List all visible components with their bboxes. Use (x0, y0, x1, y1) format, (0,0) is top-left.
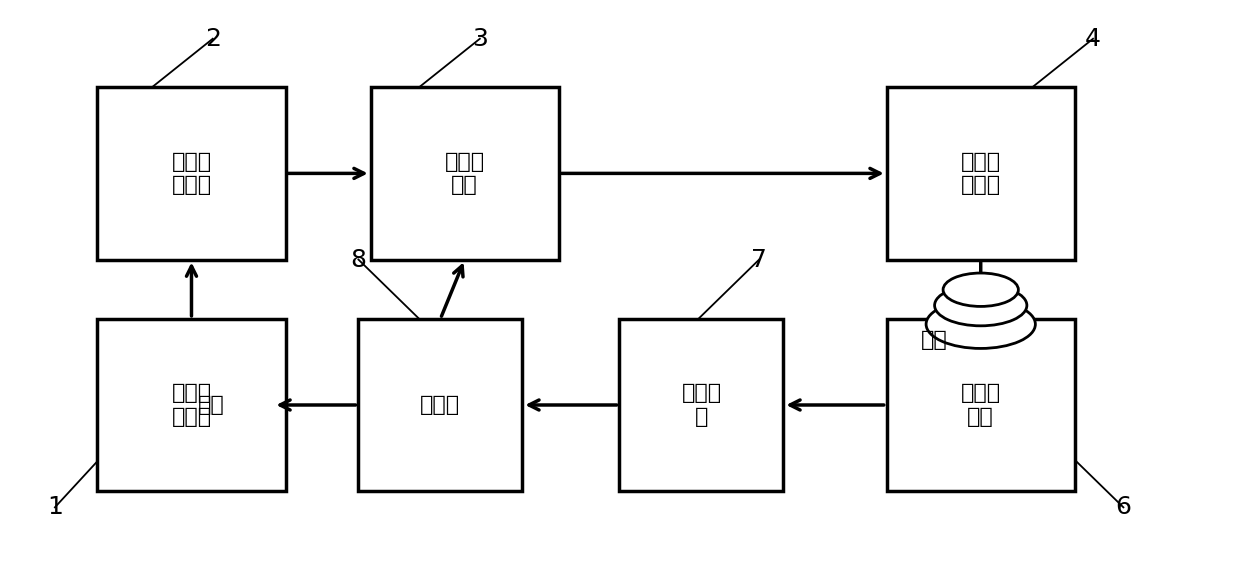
Bar (98, 319, 285, 491)
Text: 8: 8 (351, 248, 367, 272)
Bar (887, 87, 1074, 260)
Text: 可调谐
激光器: 可调谐 激光器 (171, 152, 212, 195)
Text: 激光器
控制器: 激光器 控制器 (171, 383, 212, 426)
Text: 3: 3 (472, 27, 488, 51)
Bar (370, 87, 559, 260)
Circle shape (943, 273, 1018, 307)
Bar (887, 319, 1074, 491)
Bar (98, 87, 285, 260)
Text: 光纤: 光纤 (921, 331, 948, 350)
Bar (358, 319, 523, 491)
Text: 6: 6 (1115, 495, 1131, 519)
Text: 4: 4 (1085, 27, 1101, 51)
Text: 2: 2 (204, 27, 221, 51)
Text: 7: 7 (751, 248, 767, 272)
Text: 光陷波
滤波器: 光陷波 滤波器 (960, 152, 1001, 195)
Text: 光电探
测器: 光电探 测器 (960, 383, 1001, 426)
Circle shape (934, 285, 1027, 326)
Text: 相位调
制器: 相位调 制器 (445, 152, 484, 195)
Circle shape (926, 300, 1036, 348)
Bar (620, 319, 783, 491)
Text: 输出: 输出 (198, 395, 224, 415)
Text: 1: 1 (47, 495, 63, 519)
Text: 电放大
器: 电放大 器 (681, 383, 721, 426)
Text: 功分器: 功分器 (420, 395, 461, 415)
